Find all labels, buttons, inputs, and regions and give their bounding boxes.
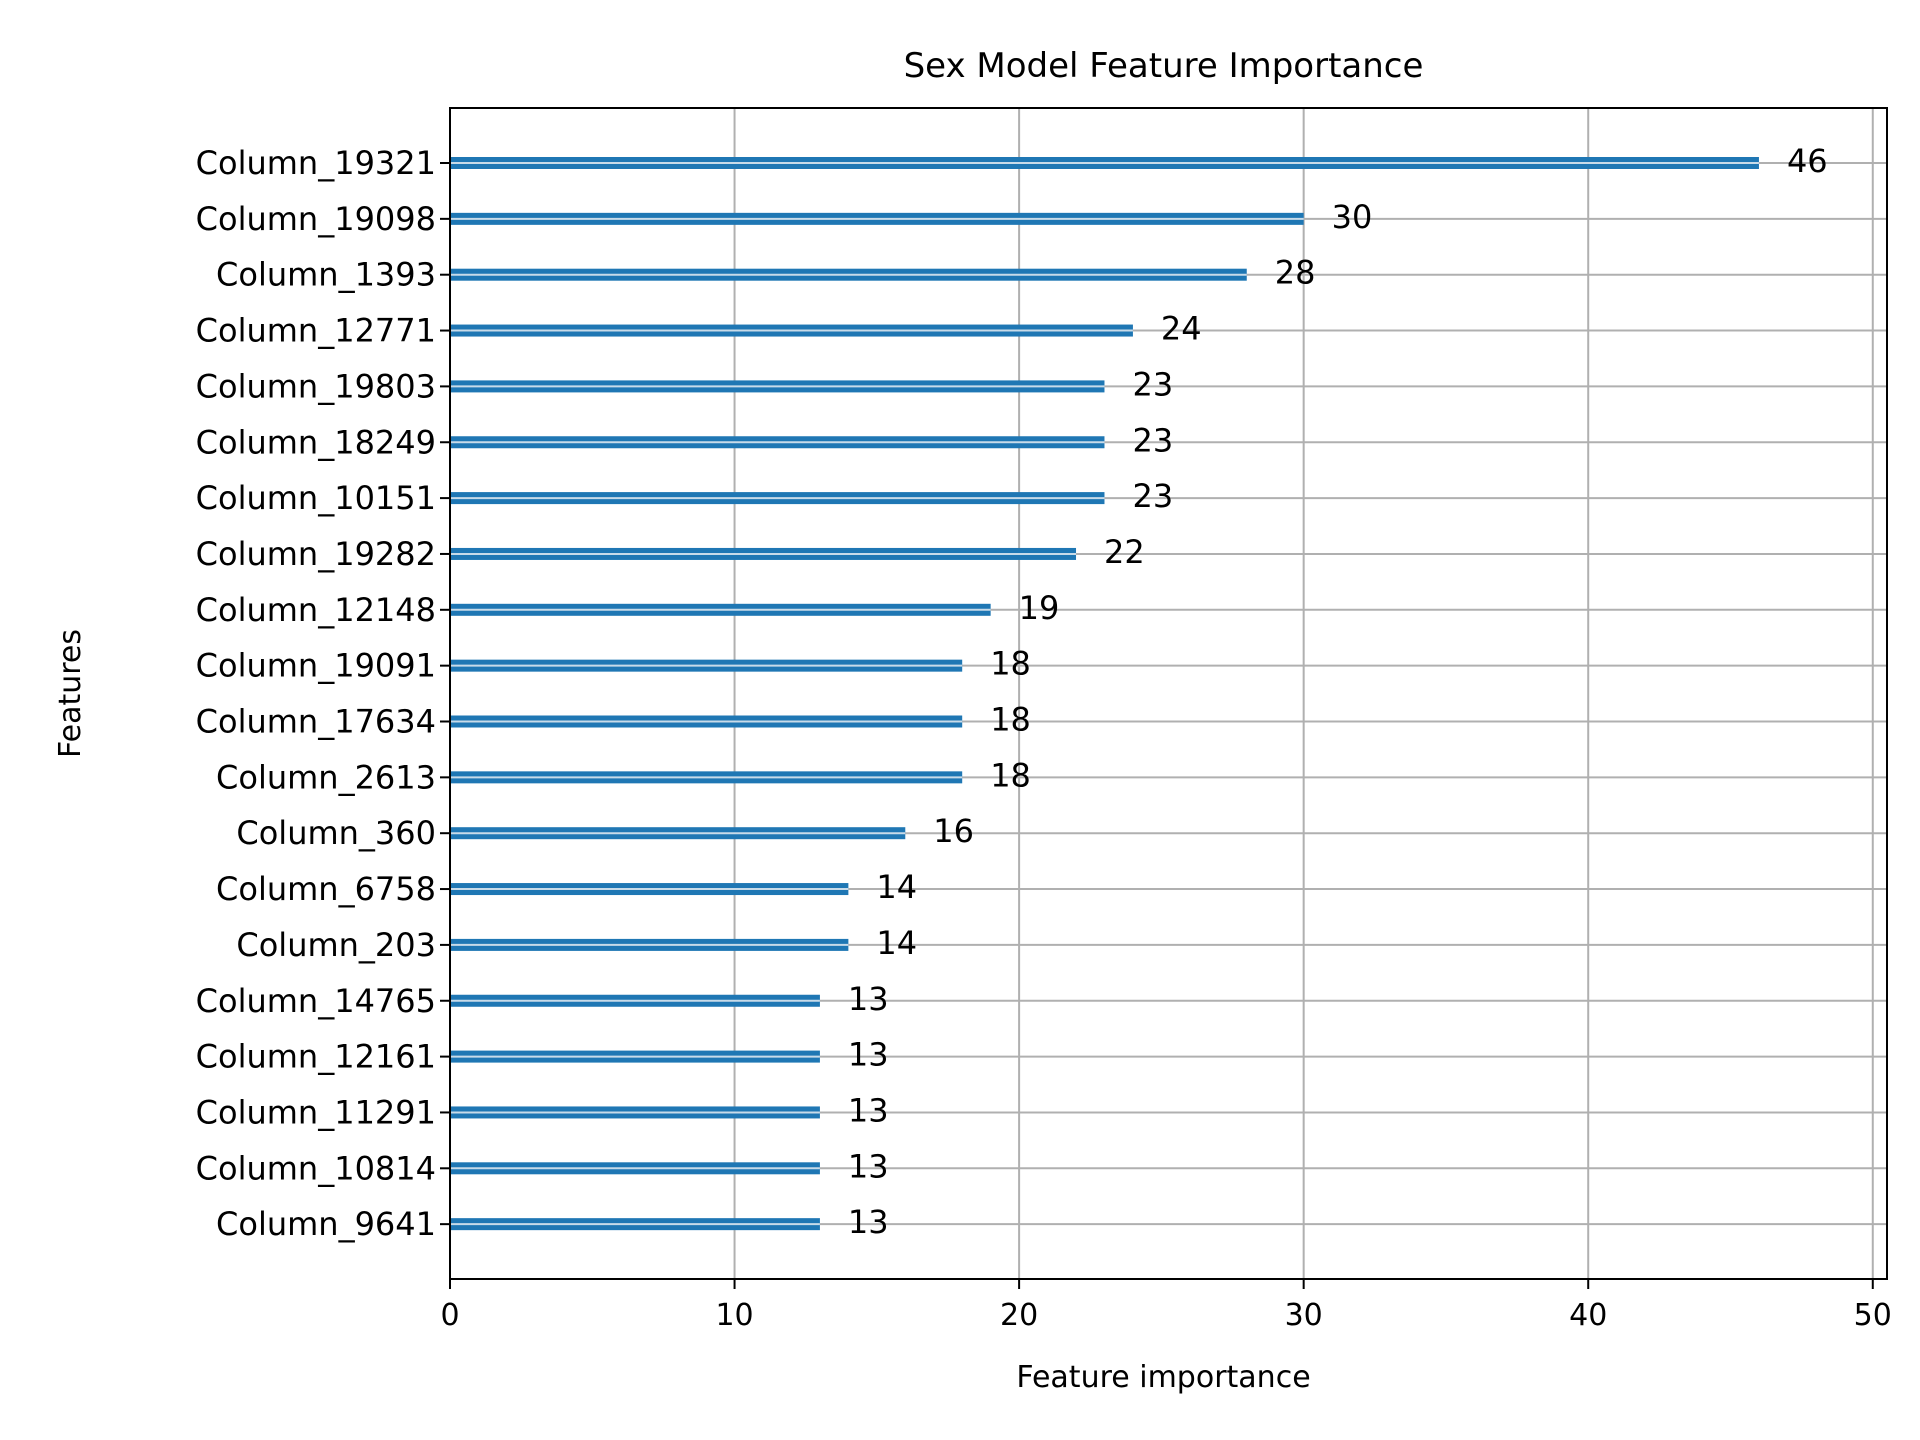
y-tick-label: Column_2613: [216, 758, 436, 796]
axis-ticks: 0 10 20 30 40 50 Column_19321 Column_19098 Colum…: [196, 144, 1892, 1333]
data-label: 18: [990, 645, 1031, 683]
y-tick-label: Column_9641: [216, 1205, 436, 1243]
data-label: 30: [1332, 198, 1373, 236]
y-tick-label: Column_14765: [196, 982, 436, 1020]
data-label: 18: [990, 756, 1031, 794]
y-tick-label: Column_17634: [196, 703, 436, 741]
data-label: 24: [1161, 310, 1202, 348]
y-tick-label: Column_10814: [196, 1149, 436, 1187]
x-tick-label: 20: [1000, 1298, 1038, 1333]
y-tick-label: Column_19091: [196, 647, 436, 685]
y-tick-label: Column_19098: [196, 200, 436, 238]
x-tick-label: 0: [440, 1298, 459, 1333]
data-label: 13: [848, 1091, 889, 1129]
y-tick-label: Column_203: [236, 926, 436, 964]
y-tick-label: Column_19321: [196, 144, 436, 182]
x-tick-label: 30: [1285, 1298, 1323, 1333]
y-axis-label: Features: [53, 629, 88, 758]
data-label: 22: [1104, 533, 1145, 571]
y-tick-label: Column_11291: [196, 1093, 436, 1131]
bars: [450, 157, 1759, 1231]
x-tick-label: 50: [1854, 1298, 1892, 1333]
data-label: 16: [933, 812, 974, 850]
data-label: 13: [848, 980, 889, 1018]
data-label: 23: [1132, 477, 1173, 515]
y-tick-label: Column_19282: [196, 535, 436, 573]
y-tick-label: Column_12161: [196, 1038, 436, 1076]
data-label: 13: [848, 1036, 889, 1074]
data-label: 13: [848, 1147, 889, 1185]
data-labels: 46 30 28 24 23 23 23 22 19 18 18 18 16 14 14 13 13 13 13 13: [848, 142, 1828, 1241]
data-label: 13: [848, 1203, 889, 1241]
data-label: 19: [1019, 589, 1060, 627]
y-tick-label: Column_6758: [216, 870, 436, 908]
chart-title: Sex Model Feature Importance: [904, 46, 1424, 86]
data-label: 18: [990, 701, 1031, 739]
y-tick-label: Column_19803: [196, 367, 436, 405]
y-tick-label: Column_10151: [196, 479, 436, 517]
data-label: 28: [1275, 254, 1316, 292]
plot-frame: [449, 107, 1888, 1280]
data-label: 14: [876, 868, 917, 906]
x-tick-label: 40: [1569, 1298, 1607, 1333]
y-tick-label: Column_360: [236, 814, 436, 852]
data-label: 23: [1132, 365, 1173, 403]
data-label: 14: [876, 924, 917, 962]
y-tick-label: Column_12148: [196, 591, 436, 629]
data-label: 23: [1132, 421, 1173, 459]
y-tick-label: Column_12771: [196, 312, 436, 350]
y-tick-label: Column_18249: [196, 423, 436, 461]
data-label: 46: [1787, 142, 1828, 180]
y-tick-label: Column_1393: [216, 256, 436, 294]
x-axis-label: Feature importance: [1016, 1360, 1310, 1395]
x-tick-label: 10: [715, 1298, 753, 1333]
